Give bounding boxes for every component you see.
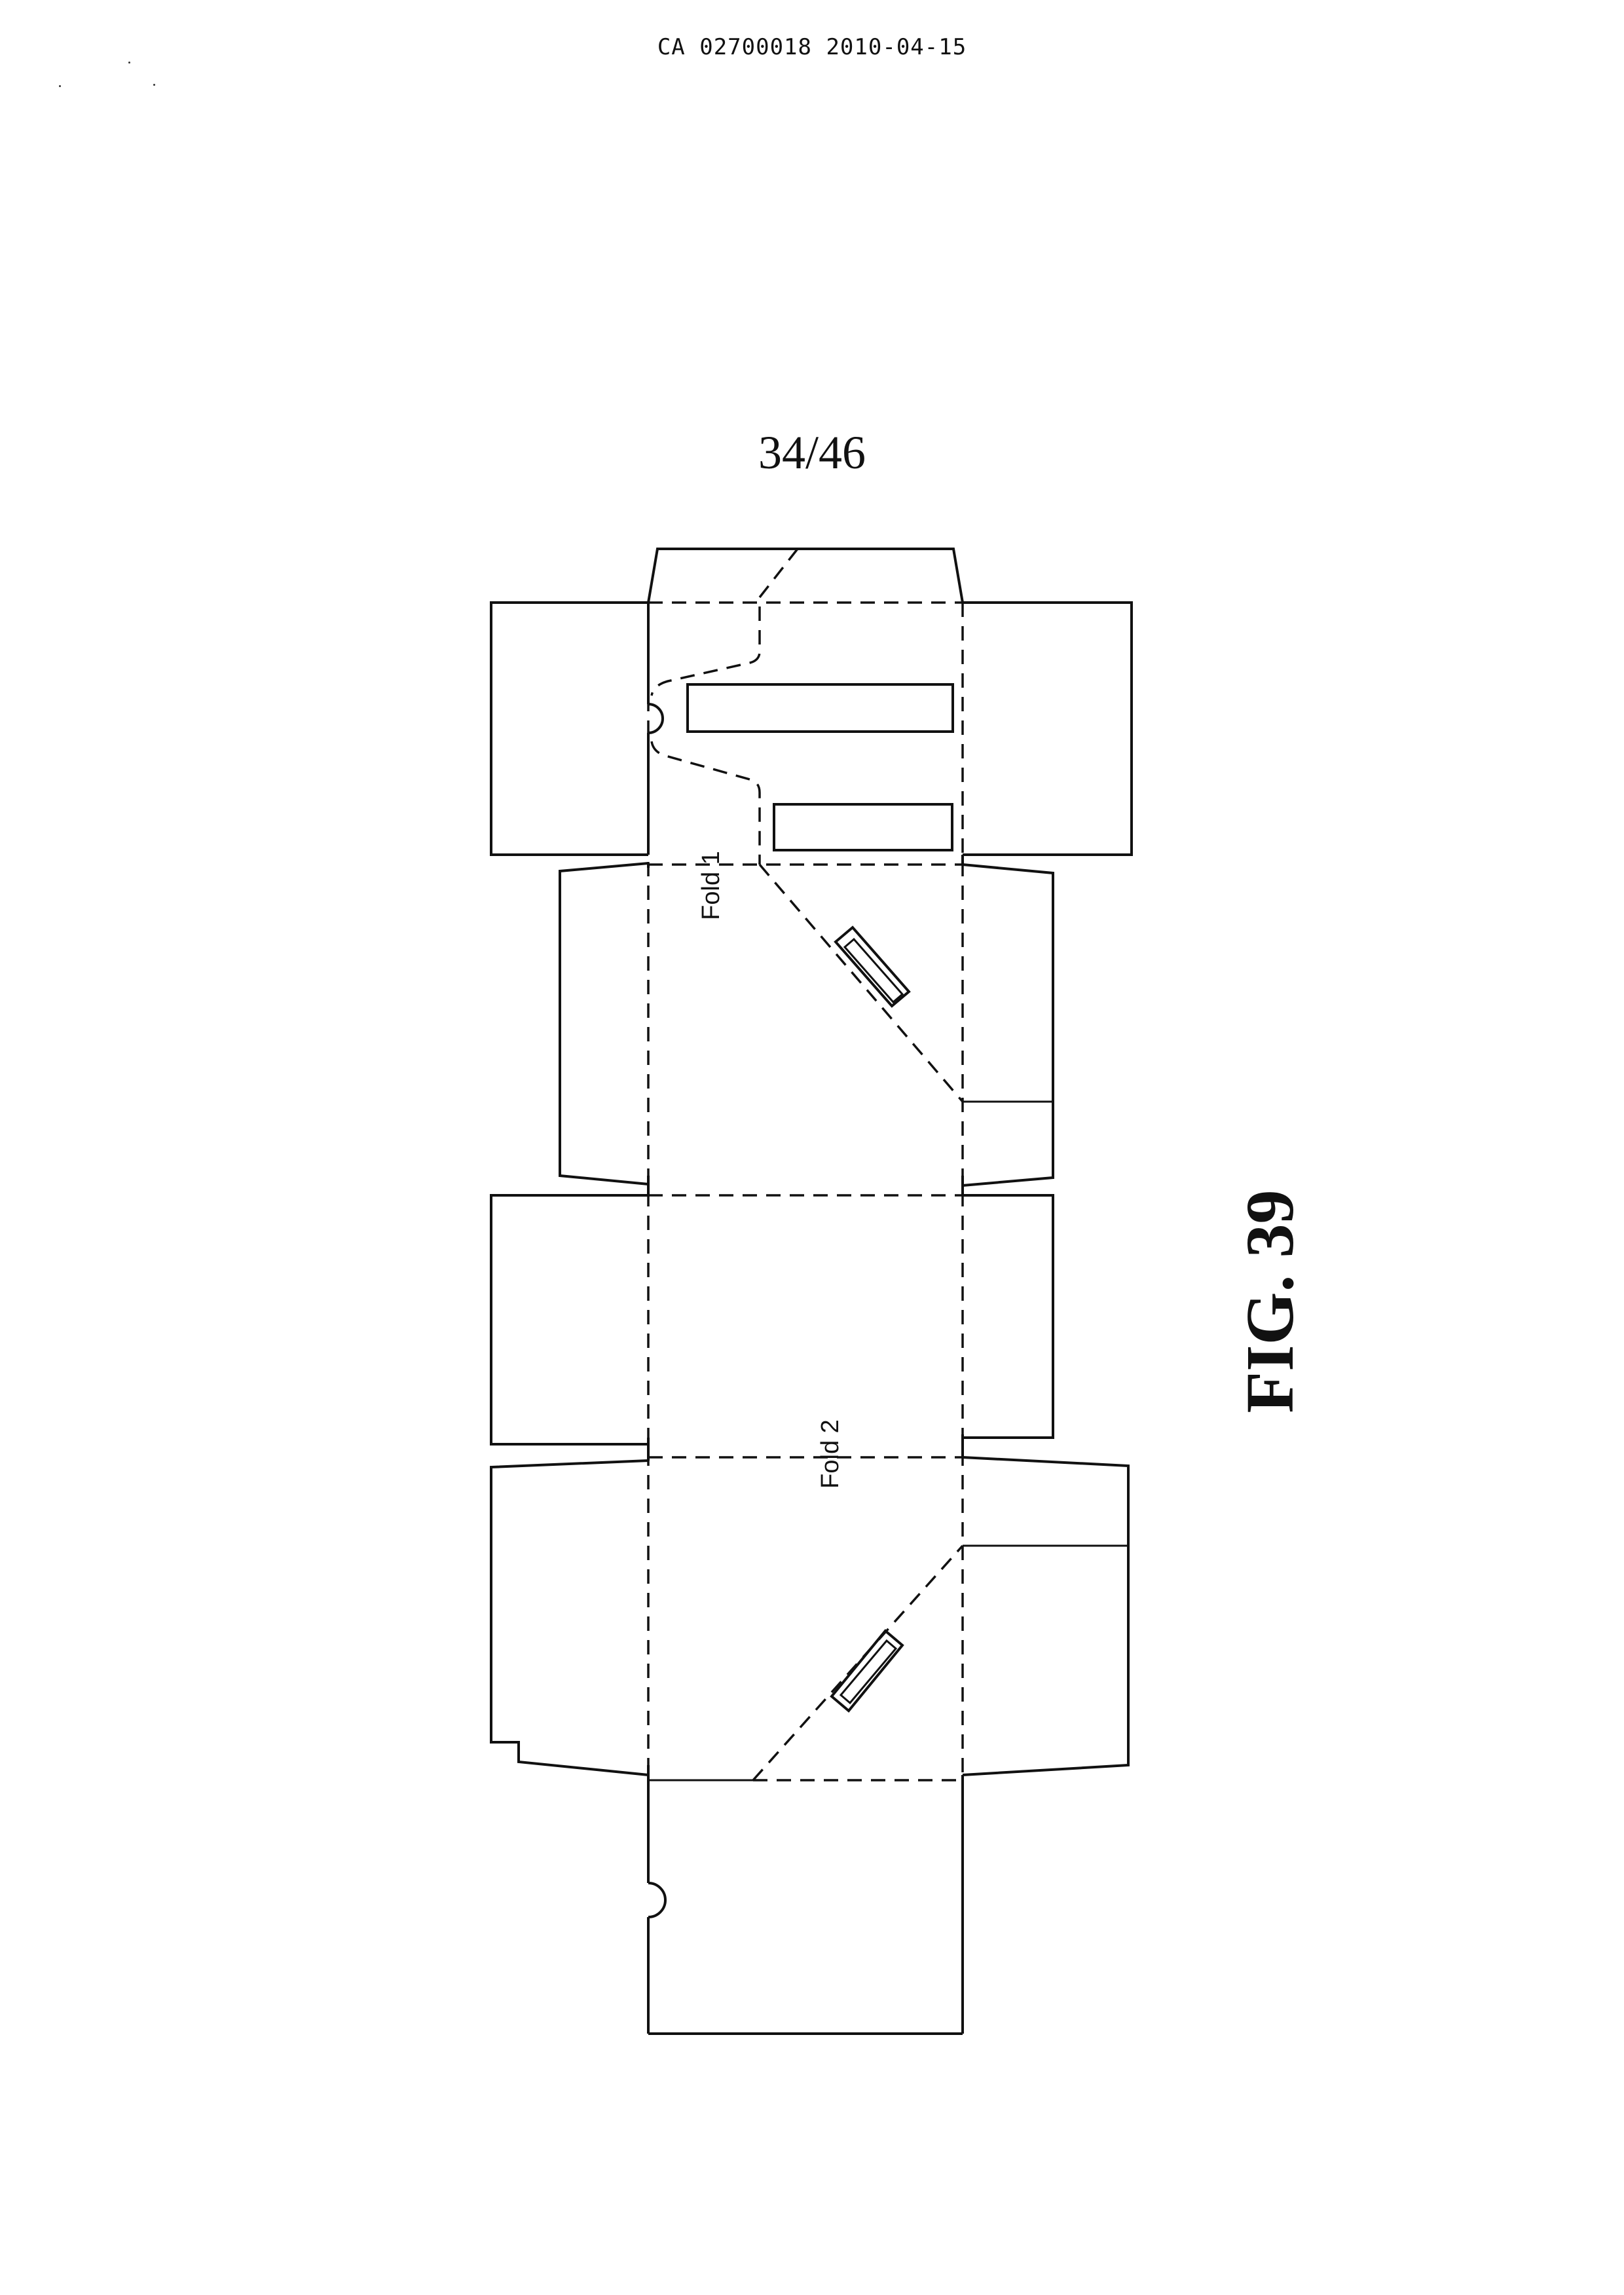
- figure-label: FIG. 39: [1234, 1138, 1306, 1465]
- dust-flap-upper-left: [491, 603, 648, 855]
- side-panel-right-3: [963, 1195, 1053, 1438]
- diagonal-crease-upper: [760, 865, 963, 1102]
- side-panel-right-4: [963, 1457, 1128, 1775]
- lock-tab-upper: [836, 927, 909, 1006]
- fold-1-label: Fold 1: [697, 851, 725, 920]
- tuck-die-line: [652, 549, 798, 696]
- side-panel-left-3: [491, 1195, 648, 1444]
- tuck-die-line-lower: [652, 741, 760, 865]
- side-panel-left-4: [491, 1461, 648, 1775]
- window-cutout-small: [774, 804, 952, 850]
- window-cutout-large: [688, 684, 953, 732]
- top-tuck-flap: [648, 549, 963, 603]
- side-panel-right-2: [963, 865, 1053, 1185]
- fold-2-label: Fold 2: [817, 1419, 844, 1489]
- thumb-notch-bottom: [648, 1883, 665, 1917]
- lock-tab-lower: [832, 1631, 902, 1711]
- thumb-notch-top: [648, 704, 663, 733]
- side-panel-left-2: [560, 863, 648, 1184]
- dust-flap-upper-right: [963, 603, 1132, 855]
- lock-tab-upper-inner: [845, 939, 902, 1002]
